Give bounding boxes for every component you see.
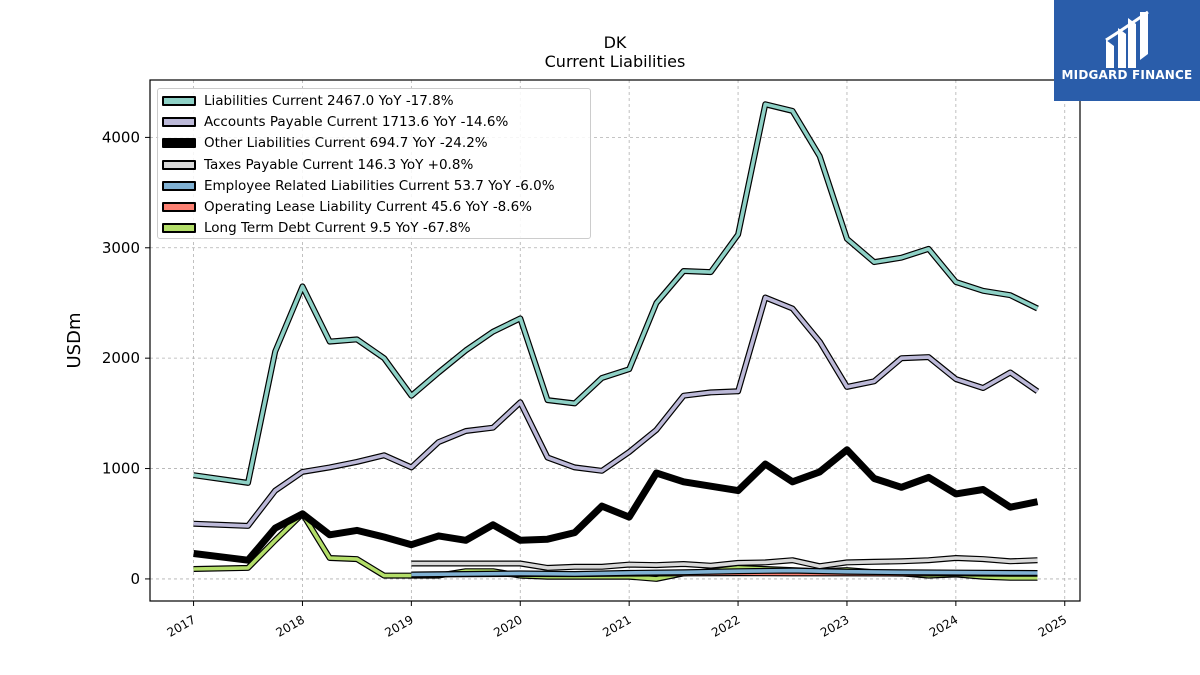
legend-swatch <box>162 117 196 128</box>
legend-swatch <box>162 138 196 149</box>
legend-item: Accounts Payable Current 1713.6 YoY -14.… <box>160 112 590 133</box>
y-axis-label: USDm <box>64 313 85 369</box>
logo-badge: MIDGARD FINANCE <box>1054 0 1200 101</box>
x-tick-label: 2018 <box>274 612 307 639</box>
legend-label: Employee Related Liabilities Current 53.… <box>204 177 555 194</box>
legend-label: Long Term Debt Current 9.5 YoY -67.8% <box>204 220 471 237</box>
legend-swatch <box>162 159 196 170</box>
legend-item: Other Liabilities Current 694.7 YoY -24.… <box>160 133 590 154</box>
legend-item: Operating Lease Liability Current 45.6 Y… <box>160 197 590 218</box>
legend-label: Liabilities Current 2467.0 YoY -17.8% <box>204 93 454 109</box>
legend-item: Long Term Debt Current 9.5 YoY -67.8% <box>160 218 590 239</box>
series-line <box>411 556 1038 570</box>
legend-swatch <box>162 96 196 106</box>
x-tick-label: 2021 <box>600 612 633 639</box>
legend-label: Taxes Payable Current 146.3 YoY +0.8% <box>204 156 474 173</box>
x-tick-label: 2022 <box>709 612 742 639</box>
plot-frame <box>149 79 1081 602</box>
midgard-m-icon <box>1105 10 1149 68</box>
legend-item: Liabilities Current 2467.0 YoY -17.8% <box>160 91 590 112</box>
y-tick-label: 2000 <box>102 349 140 367</box>
x-tick-label: 2023 <box>818 612 851 639</box>
x-tick-label: 2017 <box>165 612 198 639</box>
y-tick-label: 3000 <box>102 239 140 257</box>
series-outline <box>193 294 1040 529</box>
legend-item: Employee Related Liabilities Current 53.… <box>160 176 590 197</box>
x-tick-label: 2025 <box>1036 612 1069 639</box>
chart-legend: Liabilities Current 2467.0 YoY -17.8% Acc… <box>157 88 591 239</box>
x-tick-label: 2019 <box>382 612 415 639</box>
y-tick-label: 0 <box>130 570 140 588</box>
chart-subtitle: Current Liabilities <box>544 52 686 71</box>
legend-swatch <box>162 202 196 212</box>
series-line <box>193 446 1039 564</box>
legend-swatch <box>162 180 196 191</box>
logo-brand-text: MIDGARD FINANCE <box>1061 68 1193 82</box>
legend-label: Accounts Payable Current 1713.6 YoY -14.… <box>204 114 509 131</box>
chart-title: DK <box>603 33 627 52</box>
x-tick-label: 2024 <box>927 612 960 639</box>
x-tick-label: 2020 <box>491 612 524 639</box>
series-line <box>193 102 1039 485</box>
y-tick-label: 1000 <box>102 460 140 478</box>
legend-label: Operating Lease Liability Current 45.6 Y… <box>204 199 532 215</box>
legend-label: Other Liabilities Current 694.7 YoY -24.… <box>204 135 488 152</box>
y-tick-label: 4000 <box>102 128 140 146</box>
legend-swatch <box>162 223 196 234</box>
series-line <box>193 295 1039 528</box>
series-line <box>411 568 1038 577</box>
legend-item: Taxes Payable Current 146.3 YoY +0.8% <box>160 155 590 176</box>
